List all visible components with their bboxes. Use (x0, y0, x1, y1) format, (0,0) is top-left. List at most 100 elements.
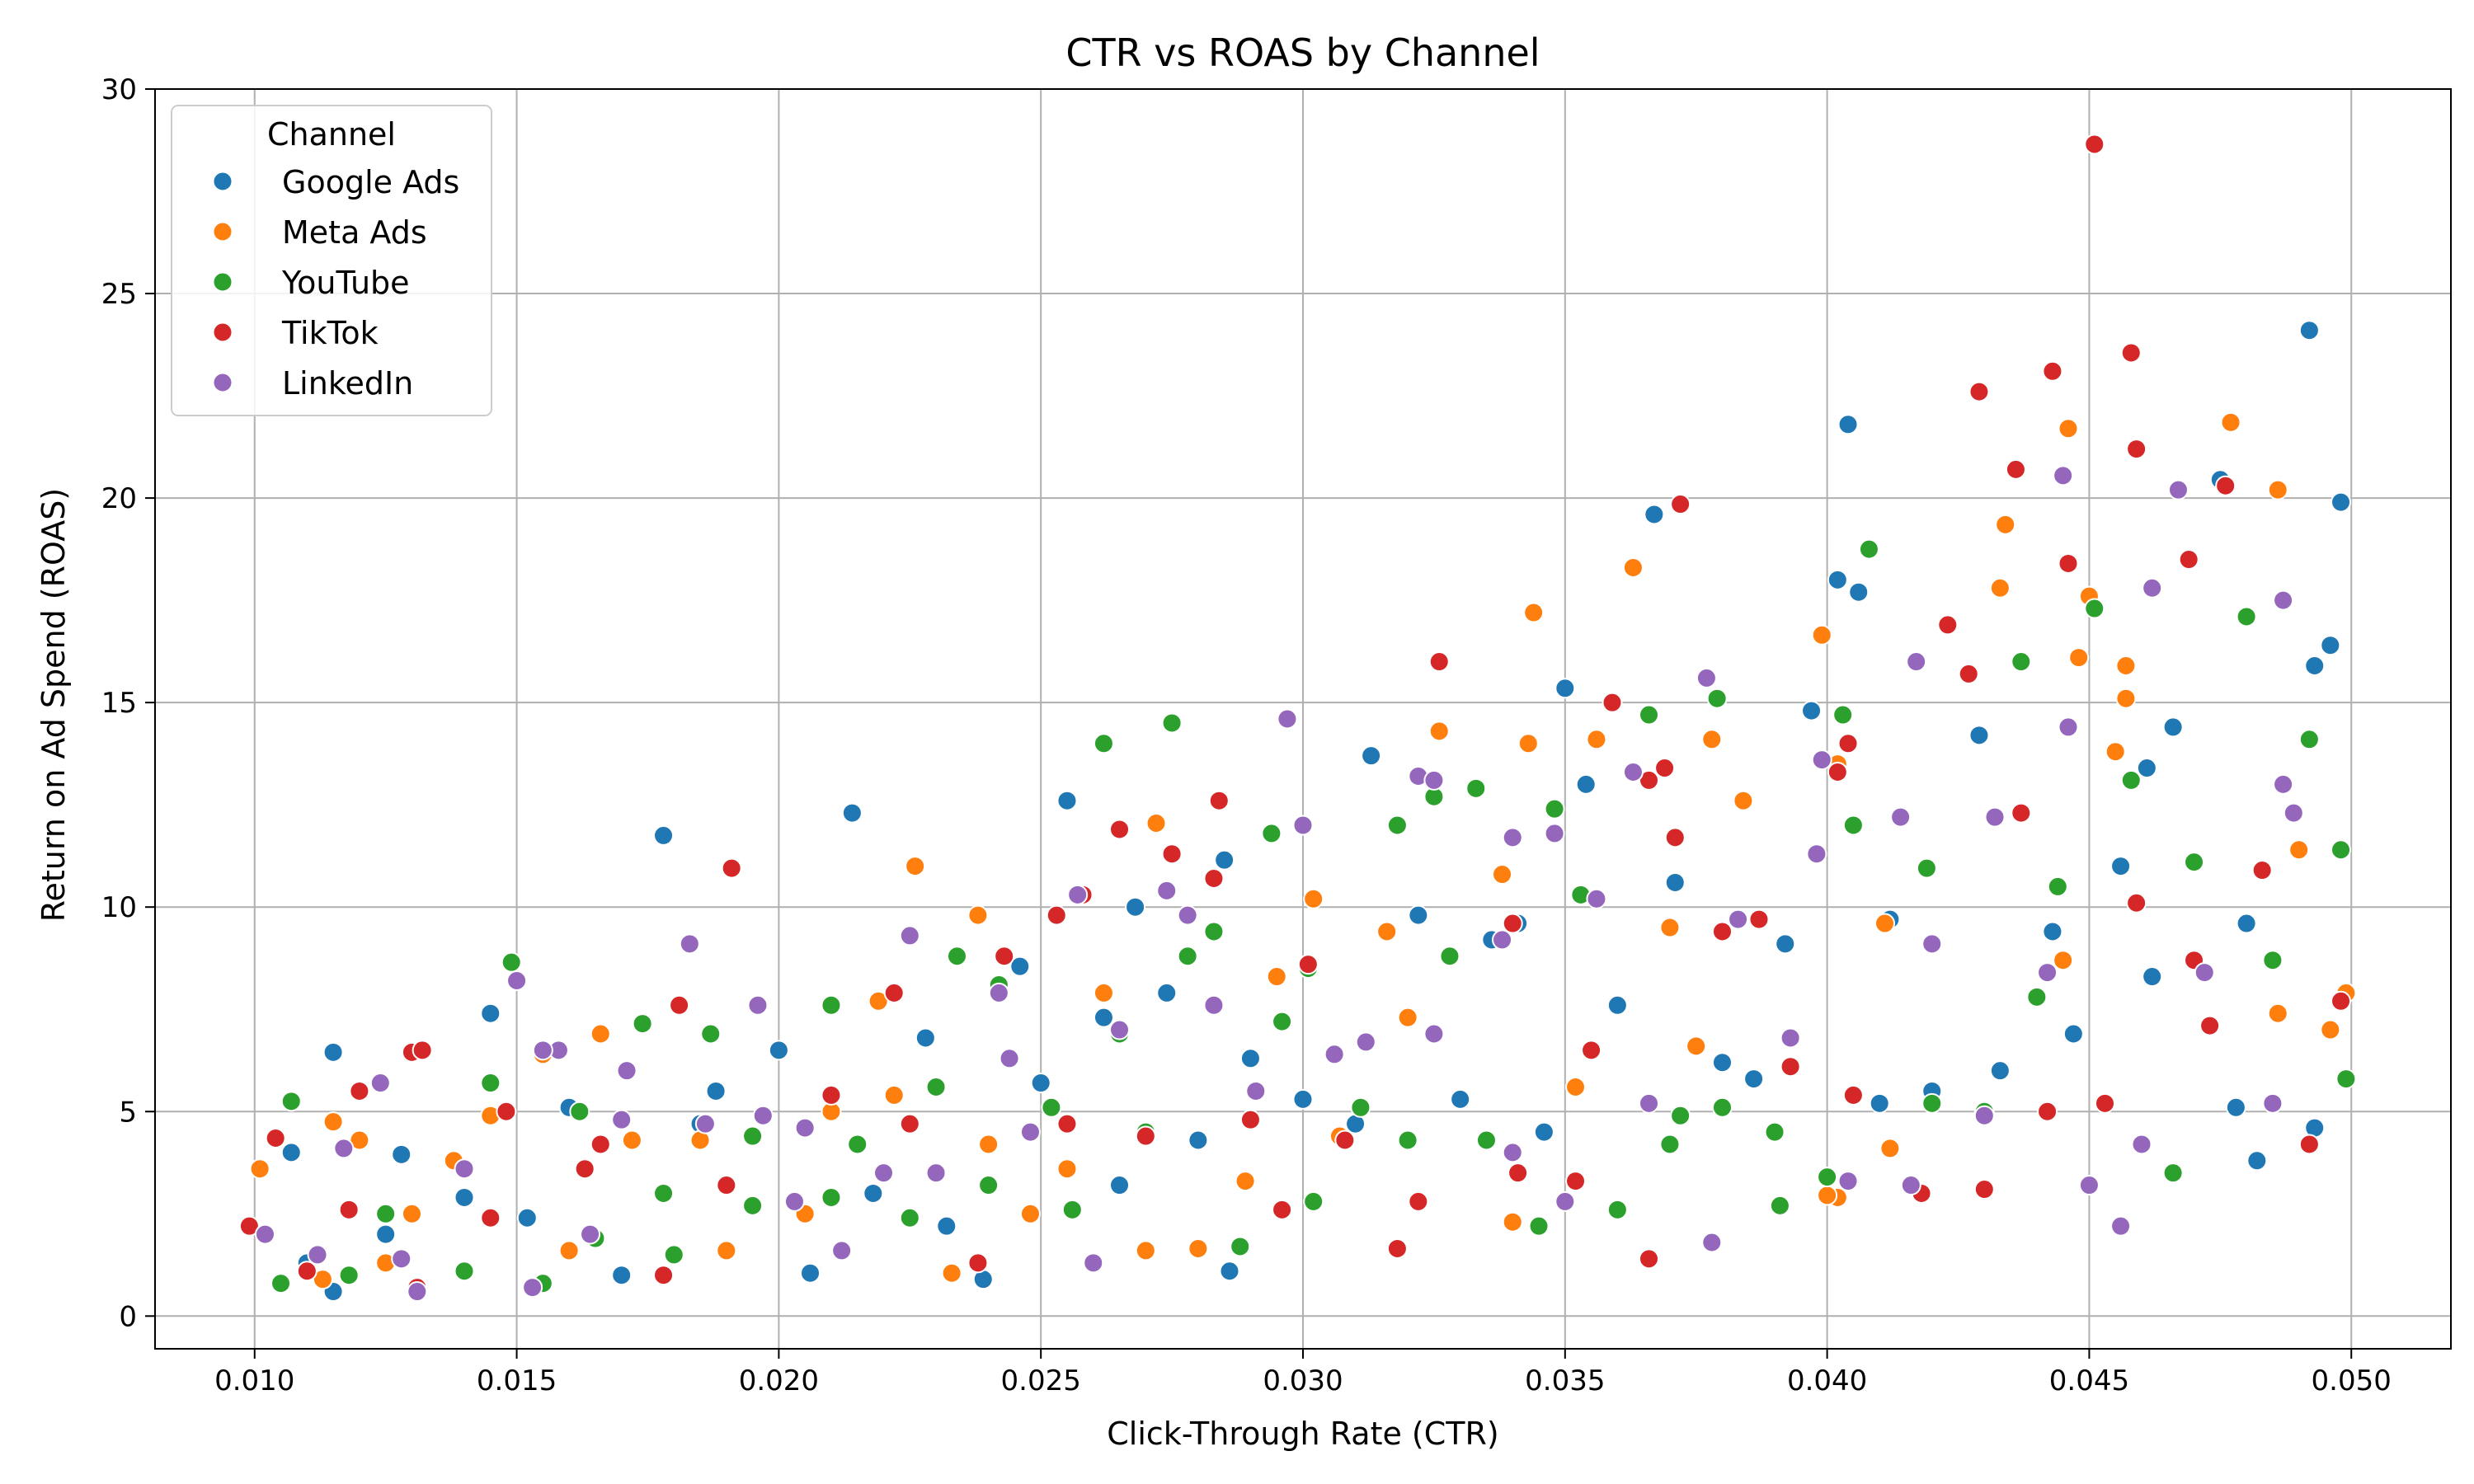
data-point (1135, 1240, 1156, 1261)
legend-items: Google Ads Meta Ads YouTube TikTok LinkedIn (212, 164, 459, 402)
legend-marker (212, 171, 233, 192)
data-point (1544, 823, 1565, 844)
data-point (506, 970, 528, 992)
data-point (1701, 1232, 1723, 1253)
data-point (480, 1073, 501, 1094)
data-point (1706, 688, 1728, 709)
data-point (752, 1105, 774, 1126)
data-point (333, 1138, 355, 1159)
data-point (1408, 904, 1429, 926)
data-point (978, 1134, 999, 1155)
data-point (322, 1111, 344, 1133)
data-point (1188, 1237, 1209, 1259)
data-point (721, 857, 742, 879)
data-point (1879, 1138, 1901, 1159)
data-point (1827, 569, 1848, 590)
x-tick-label: 0.035 (1525, 1364, 1605, 1397)
data-point (2178, 549, 2199, 571)
data-point (694, 1113, 716, 1134)
data-point (2304, 655, 2326, 677)
data-point (391, 1248, 412, 1270)
data-point (1492, 929, 1513, 951)
data-point (1696, 667, 1717, 688)
data-point (2058, 552, 2079, 574)
data-point (2037, 962, 2058, 984)
data-point (2267, 1003, 2288, 1024)
data-point (1659, 1134, 1681, 1155)
data-point (1502, 1142, 1523, 1163)
data-point (2011, 802, 2032, 824)
data-point (391, 1144, 412, 1165)
data-points (238, 134, 2357, 1303)
data-point (1502, 913, 1523, 934)
data-point (1958, 663, 1979, 684)
y-tick-label: 30 (101, 73, 137, 106)
data-point (296, 1261, 317, 1282)
legend-item: Google Ads (212, 164, 459, 200)
data-point (1056, 1158, 1078, 1180)
data-point (1565, 1076, 1587, 1097)
data-point (2320, 1019, 2341, 1040)
data-point (899, 1113, 920, 1134)
data-point (663, 1244, 684, 1266)
data-point (1439, 946, 1460, 967)
legend-title: Channel (267, 116, 396, 153)
x-tick-label: 0.015 (477, 1364, 557, 1397)
data-point (1277, 708, 1298, 730)
data-point (2199, 1015, 2221, 1036)
data-point (1203, 994, 1225, 1016)
x-tick-label: 0.050 (2312, 1364, 2392, 1397)
data-point (322, 1041, 344, 1063)
data-point (1743, 1068, 1765, 1090)
data-point (270, 1273, 292, 1294)
x-tick-label: 0.020 (739, 1364, 819, 1397)
data-point (1502, 827, 1523, 848)
data-point (863, 1182, 884, 1204)
data-point (1208, 790, 1230, 811)
data-point (1475, 1129, 1497, 1151)
data-point (1135, 1125, 1156, 1147)
data-point (1544, 798, 1565, 819)
data-point (1780, 1056, 1801, 1078)
data-point (1397, 1007, 1418, 1028)
data-point (1989, 1060, 2011, 1082)
data-point (1533, 1121, 1554, 1143)
data-point (1606, 1199, 1628, 1220)
data-point (1239, 1109, 1261, 1130)
data-point (454, 1158, 475, 1180)
data-point (1272, 1011, 1293, 1032)
data-point (2298, 729, 2320, 750)
data-point (831, 1240, 853, 1261)
data-point (1984, 806, 2006, 828)
data-point (2162, 716, 2184, 738)
data-point (1161, 712, 1183, 734)
data-point (2236, 606, 2257, 627)
data-point (936, 1215, 957, 1237)
data-point (2262, 1092, 2284, 1114)
chart-title: CTR vs ROAS by Channel (1065, 31, 1540, 75)
data-point (2236, 913, 2257, 934)
legend-marker (212, 271, 233, 293)
data-point (1622, 761, 1644, 782)
legend-marker (212, 221, 233, 242)
y-tick-label: 20 (101, 482, 137, 515)
y-tick-label: 5 (119, 1096, 137, 1129)
data-point (1093, 982, 1114, 1003)
data-point (1465, 777, 1487, 799)
data-point (2105, 741, 2126, 763)
data-point (2335, 1068, 2357, 1090)
data-point (1554, 1190, 1576, 1212)
y-axis-ticks: 0 5 10 15 20 25 30 (101, 73, 155, 1333)
data-point (1664, 871, 1686, 893)
data-point (454, 1261, 475, 1282)
data-point (1156, 880, 1178, 901)
data-point (1203, 867, 1225, 889)
data-point (2053, 950, 2074, 971)
data-point (516, 1207, 538, 1228)
data-point (1686, 1036, 1707, 1057)
data-point (2110, 1215, 2132, 1237)
legend-label: TikTok (281, 315, 379, 351)
x-tick-label: 0.045 (2049, 1364, 2129, 1397)
data-point (1297, 954, 1319, 975)
data-point (349, 1080, 370, 1101)
